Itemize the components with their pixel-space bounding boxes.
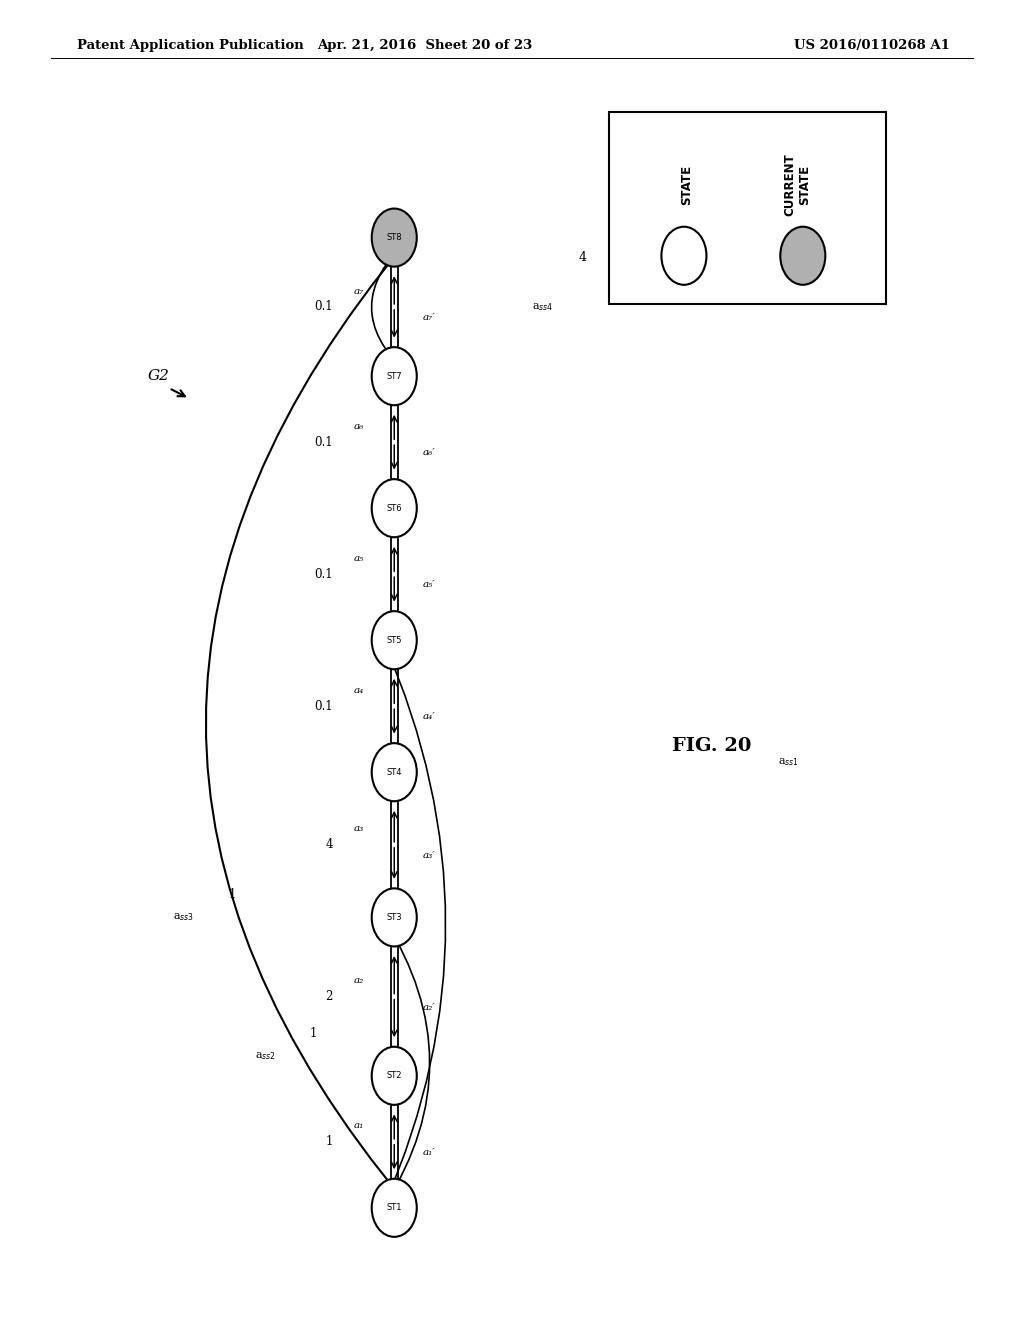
Text: 0.1: 0.1 [314, 568, 333, 581]
Text: US 2016/0110268 A1: US 2016/0110268 A1 [794, 40, 949, 51]
Text: a₅: a₅ [353, 554, 364, 562]
Text: a₁′: a₁′ [423, 1148, 435, 1156]
Text: Apr. 21, 2016  Sheet 20 of 23: Apr. 21, 2016 Sheet 20 of 23 [317, 40, 532, 51]
Text: ST2: ST2 [386, 1072, 402, 1080]
Text: a$_{ss4}$: a$_{ss4}$ [532, 301, 554, 313]
Text: G2: G2 [147, 370, 170, 383]
Text: a₂: a₂ [353, 977, 364, 985]
Circle shape [780, 227, 825, 285]
Text: a$_{ss2}$: a$_{ss2}$ [255, 1051, 276, 1061]
FancyArrowPatch shape [206, 240, 409, 1204]
Circle shape [372, 888, 417, 946]
Text: FIG. 20: FIG. 20 [672, 737, 752, 755]
Circle shape [372, 209, 417, 267]
Circle shape [662, 227, 707, 285]
Text: 4: 4 [326, 838, 333, 851]
Text: a₇: a₇ [353, 286, 364, 296]
FancyBboxPatch shape [609, 112, 886, 304]
Text: 0.1: 0.1 [314, 700, 333, 713]
Text: ST7: ST7 [386, 372, 402, 380]
Text: a$_{ss1}$: a$_{ss1}$ [778, 756, 800, 768]
Text: 0.1: 0.1 [314, 436, 333, 449]
Text: ST8: ST8 [386, 234, 402, 242]
Text: 2: 2 [326, 990, 333, 1003]
Text: a₁: a₁ [353, 1122, 364, 1130]
Text: ST4: ST4 [386, 768, 402, 776]
Text: a₆′: a₆′ [423, 449, 435, 457]
Text: Patent Application Publication: Patent Application Publication [77, 40, 303, 51]
Text: a₆: a₆ [353, 422, 364, 430]
Text: 1: 1 [310, 1027, 317, 1040]
FancyArrowPatch shape [384, 643, 445, 1204]
Text: 1: 1 [326, 1135, 333, 1148]
FancyArrowPatch shape [372, 239, 408, 374]
Text: 1: 1 [228, 888, 236, 902]
Text: a₃: a₃ [353, 825, 364, 833]
Text: ST3: ST3 [386, 913, 402, 921]
FancyArrowPatch shape [384, 920, 430, 1204]
Text: a$_{ss3}$: a$_{ss3}$ [173, 912, 195, 923]
Circle shape [372, 743, 417, 801]
Circle shape [372, 611, 417, 669]
Circle shape [372, 479, 417, 537]
Text: STATE: STATE [680, 165, 693, 205]
Text: 0.1: 0.1 [314, 301, 333, 313]
Text: a₅′: a₅′ [423, 581, 435, 589]
Circle shape [372, 1179, 417, 1237]
Text: a₂′: a₂′ [423, 1003, 435, 1011]
Text: 4: 4 [579, 251, 587, 264]
Text: a₄: a₄ [353, 686, 364, 694]
Text: a₇′: a₇′ [423, 313, 435, 322]
Text: a₄′: a₄′ [423, 713, 435, 721]
Text: ST6: ST6 [386, 504, 402, 512]
Text: CURRENT
STATE: CURRENT STATE [783, 153, 811, 216]
Text: ST1: ST1 [386, 1204, 402, 1212]
Text: a₃′: a₃′ [423, 851, 435, 859]
Text: ST5: ST5 [386, 636, 402, 644]
Circle shape [372, 1047, 417, 1105]
Circle shape [372, 347, 417, 405]
